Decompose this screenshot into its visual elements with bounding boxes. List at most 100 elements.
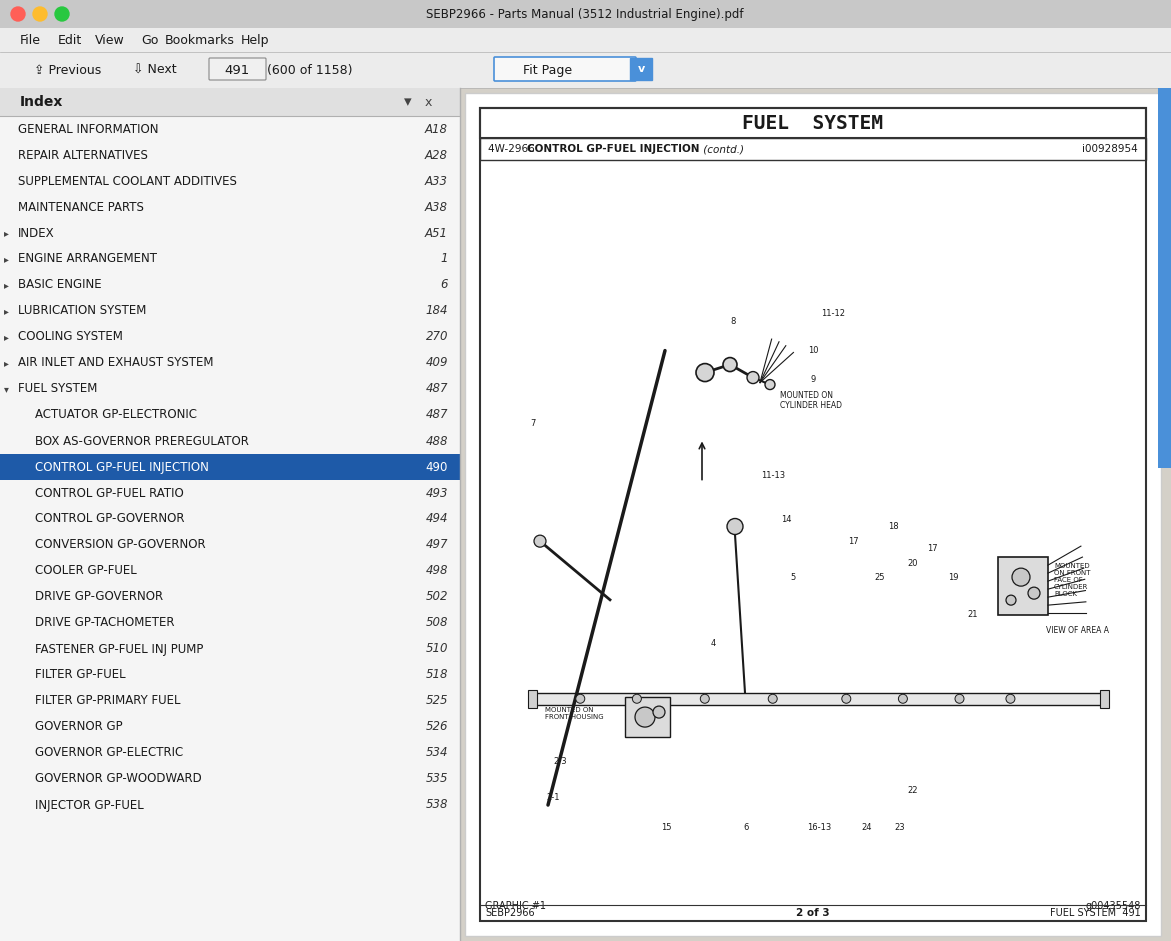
Circle shape [700,694,710,703]
Text: CONTROL GP-FUEL RATIO: CONTROL GP-FUEL RATIO [35,486,184,500]
Text: BOX AS-GOVERNOR PREREGULATOR: BOX AS-GOVERNOR PREREGULATOR [35,435,249,448]
FancyBboxPatch shape [208,58,266,80]
Text: CONTROL GP-GOVERNOR: CONTROL GP-GOVERNOR [35,513,185,525]
Text: GOVERNOR GP-ELECTRIC: GOVERNOR GP-ELECTRIC [35,746,183,759]
Bar [0,0,1171,28]
Text: FILTER GP-FUEL: FILTER GP-FUEL [35,668,125,681]
Bar [535,693,1101,705]
Text: (600 of 1158): (600 of 1158) [267,63,352,76]
Text: COOLING SYSTEM: COOLING SYSTEM [18,330,123,343]
Circle shape [635,707,655,727]
Text: Bookmarks: Bookmarks [165,34,235,46]
Text: ▸: ▸ [4,228,8,238]
Text: 14: 14 [781,515,792,524]
Text: 1: 1 [440,252,448,265]
Text: 487: 487 [425,382,448,395]
Text: INDEX: INDEX [18,227,55,240]
Circle shape [696,363,714,381]
Text: 493: 493 [425,486,448,500]
Text: 4: 4 [711,639,715,648]
Text: SEBP2966 - Parts Manual (3512 Industrial Engine).pdf: SEBP2966 - Parts Manual (3512 Industrial… [426,8,744,21]
Text: Fit Page: Fit Page [523,63,573,76]
Text: CONTROL GP-FUEL INJECTION: CONTROL GP-FUEL INJECTION [527,144,699,154]
Text: ▾: ▾ [4,384,8,394]
Circle shape [1028,587,1040,599]
Circle shape [576,694,584,703]
Text: File: File [20,34,41,46]
Text: 18: 18 [888,522,898,531]
Text: 2-3: 2-3 [553,757,567,766]
Bar [0,454,460,480]
Text: 17: 17 [848,536,858,546]
Text: CONVERSION GP-GOVERNOR: CONVERSION GP-GOVERNOR [35,538,206,551]
Text: ▸: ▸ [4,358,8,368]
Text: 508: 508 [425,616,448,630]
FancyBboxPatch shape [494,57,636,81]
Circle shape [898,694,908,703]
Bar [998,557,1048,615]
Bar [625,697,670,737]
Circle shape [653,706,665,718]
Bar [1158,88,1171,468]
Bar [0,52,1171,88]
Text: FILTER GP-PRIMARY FUEL: FILTER GP-PRIMARY FUEL [35,694,180,708]
Text: ⇪ Previous: ⇪ Previous [34,63,102,76]
Text: GOVERNOR GP: GOVERNOR GP [35,721,123,733]
Text: 7: 7 [530,420,536,428]
Text: FUEL  SYSTEM: FUEL SYSTEM [742,114,883,133]
Text: MOUNTED
ON FRONT
FACE OF
CYLINDER
BLOCK: MOUNTED ON FRONT FACE OF CYLINDER BLOCK [1054,563,1090,598]
Text: x: x [424,95,432,108]
Text: FASTENER GP-FUEL INJ PUMP: FASTENER GP-FUEL INJ PUMP [35,643,204,656]
Bar [480,138,1146,160]
Text: DRIVE GP-GOVERNOR: DRIVE GP-GOVERNOR [35,591,163,603]
Text: ENGINE ARRANGEMENT: ENGINE ARRANGEMENT [18,252,157,265]
Text: 9: 9 [810,375,816,385]
Text: 488: 488 [425,435,448,448]
Text: 510: 510 [425,643,448,656]
Text: 535: 535 [425,773,448,786]
Text: A28: A28 [425,149,448,162]
Text: ▸: ▸ [4,280,8,290]
Text: 21: 21 [967,610,978,619]
Text: g00435548: g00435548 [1086,901,1141,911]
Text: 502: 502 [425,591,448,603]
Circle shape [842,694,851,703]
Circle shape [723,358,737,372]
Text: Go: Go [142,34,159,46]
Text: 11-12: 11-12 [821,310,845,318]
Circle shape [33,7,47,21]
Text: VIEW OF AREA A: VIEW OF AREA A [1046,626,1109,634]
Text: 494: 494 [425,513,448,525]
Text: 11-13: 11-13 [761,470,785,480]
Text: SEBP2966: SEBP2966 [485,908,535,918]
Text: 4W-2966: 4W-2966 [488,144,537,154]
Circle shape [1006,694,1015,703]
Circle shape [1012,568,1030,586]
Text: CONTROL GP-FUEL INJECTION: CONTROL GP-FUEL INJECTION [35,460,208,473]
Text: 19: 19 [947,573,958,582]
Text: 497: 497 [425,538,448,551]
Text: 8: 8 [731,317,735,326]
Text: ACTUATOR GP-ELECTRONIC: ACTUATOR GP-ELECTRONIC [35,408,197,422]
Circle shape [632,694,642,703]
Text: 538: 538 [425,799,448,811]
Text: i00928954: i00928954 [1082,144,1138,154]
Circle shape [956,694,964,703]
Text: INJECTOR GP-FUEL: INJECTOR GP-FUEL [35,799,144,811]
Text: ⇩ Next: ⇩ Next [133,63,177,76]
Text: Edit: Edit [57,34,82,46]
Text: 6: 6 [440,279,448,292]
Circle shape [727,518,744,534]
Text: Help: Help [241,34,269,46]
Text: 5: 5 [790,573,795,582]
Text: 23: 23 [895,822,905,832]
Text: 2 of 3: 2 of 3 [796,908,830,918]
Text: GENERAL INFORMATION: GENERAL INFORMATION [18,122,158,136]
Text: 526: 526 [425,721,448,733]
Bar [0,88,460,941]
Circle shape [1006,595,1016,605]
Text: 17: 17 [927,544,938,553]
Text: v: v [637,64,644,74]
Text: MAINTENANCE PARTS: MAINTENANCE PARTS [18,200,144,214]
Text: View: View [95,34,125,46]
